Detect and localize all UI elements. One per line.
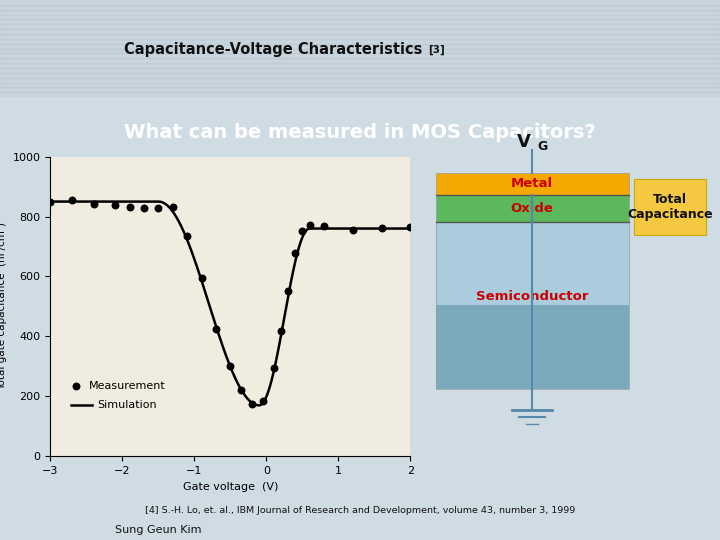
Text: [3]: [3]	[428, 45, 445, 55]
Text: Metal: Metal	[511, 178, 553, 191]
Point	[318, 222, 330, 231]
Point	[45, 197, 56, 206]
Point	[297, 227, 308, 235]
Bar	[0, 58, 720, 63]
Bar	[0, 49, 720, 53]
Bar	[0, 24, 720, 29]
Text: [4] S.-H. Lo, et. al., IBM Journal of Research and Development, volume 43, numbe: [4] S.-H. Lo, et. al., IBM Journal of Re…	[145, 506, 575, 515]
Text: Semiconductor: Semiconductor	[476, 290, 588, 303]
Text: Oxide: Oxide	[510, 202, 554, 215]
Bar	[0, 83, 720, 87]
Point	[66, 195, 78, 204]
Point	[88, 200, 99, 208]
Bar	[0, 44, 720, 49]
Point	[376, 224, 387, 232]
Point	[304, 221, 315, 230]
Point	[257, 396, 269, 405]
Bar	[0, 73, 720, 78]
Point	[235, 386, 247, 394]
Text: G: G	[537, 140, 547, 153]
Point	[225, 361, 236, 370]
Bar	[0, 78, 720, 83]
Y-axis label: Total gate capacitance  (nF/cm²): Total gate capacitance (nF/cm²)	[0, 222, 7, 390]
Text: Measurement: Measurement	[89, 381, 166, 391]
Point	[70, 382, 81, 390]
Bar	[0, 15, 720, 19]
Bar	[0, 10, 720, 15]
Point	[282, 286, 294, 295]
Text: Total
Capacitance: Total Capacitance	[628, 193, 713, 221]
Bar	[0, 39, 720, 44]
X-axis label: Gate voltage  (V): Gate voltage (V)	[183, 482, 278, 491]
Point	[268, 364, 279, 373]
Bar	[0, 5, 720, 10]
Bar	[0, 29, 720, 34]
Bar	[0, 19, 720, 24]
Point	[124, 202, 135, 211]
Text: What can be measured in MOS Capacitors?: What can be measured in MOS Capacitors?	[124, 123, 596, 143]
Bar	[0, 63, 720, 68]
Bar	[0, 87, 720, 92]
Point	[153, 203, 164, 212]
Point	[138, 204, 150, 212]
Point	[275, 327, 287, 335]
Point	[289, 249, 301, 258]
Text: Simulation: Simulation	[97, 400, 157, 410]
Bar	[436, 173, 629, 195]
Bar	[0, 53, 720, 58]
Point	[246, 400, 258, 408]
Point	[196, 274, 207, 283]
Bar	[436, 222, 629, 306]
Bar	[0, 68, 720, 73]
Point	[181, 232, 193, 241]
Text: V: V	[516, 133, 531, 151]
Bar	[0, 34, 720, 39]
Point	[167, 203, 179, 212]
Point	[210, 324, 222, 333]
Text: Sung Geun Kim: Sung Geun Kim	[115, 525, 202, 535]
Bar	[0, 92, 720, 97]
Bar	[436, 306, 629, 389]
Point	[405, 223, 416, 232]
Bar	[634, 179, 706, 235]
Point	[347, 225, 359, 234]
Point	[109, 201, 121, 210]
Bar	[436, 195, 629, 222]
Bar	[0, 0, 720, 5]
Text: Capacitance-Voltage Characteristics: Capacitance-Voltage Characteristics	[125, 42, 423, 57]
Bar	[436, 222, 629, 389]
